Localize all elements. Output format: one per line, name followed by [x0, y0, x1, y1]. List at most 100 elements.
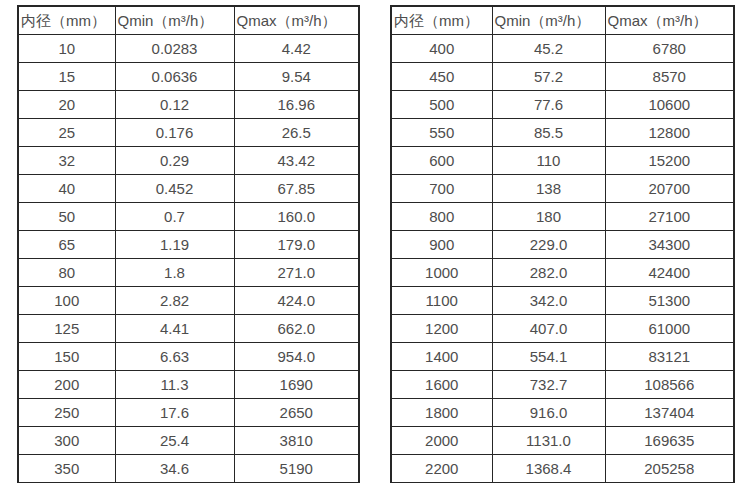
table-cell: 400: [391, 35, 492, 63]
column-header: 内径（mm）: [18, 6, 115, 35]
table-cell: 282.0: [492, 259, 605, 287]
table-row: 25017.62650: [18, 399, 359, 427]
table-cell: 108566: [605, 371, 734, 399]
table-cell: 160.0: [234, 203, 359, 231]
table-cell: 169635: [605, 427, 734, 455]
table-row: 500.7160.0: [18, 203, 359, 231]
table-cell: 342.0: [492, 287, 605, 315]
table-cell: 900: [391, 231, 492, 259]
table-cell: 2.82: [115, 287, 234, 315]
table-cell: 407.0: [492, 315, 605, 343]
table-cell: 1131.0: [492, 427, 605, 455]
column-header: Qmax（m³/h）: [234, 6, 359, 35]
table-cell: 1.19: [115, 231, 234, 259]
table-cell: 42400: [605, 259, 734, 287]
table-row: 100.02834.42: [18, 35, 359, 63]
table-row: 651.19179.0: [18, 231, 359, 259]
table-cell: 100: [18, 287, 115, 315]
table-cell: 350: [18, 455, 115, 483]
table-cell: 1100: [391, 287, 492, 315]
table-cell: 20700: [605, 175, 734, 203]
table-row: 1002.82424.0: [18, 287, 359, 315]
table-cell: 6.63: [115, 343, 234, 371]
table-row: 80018027100: [391, 203, 734, 231]
table-cell: 125: [18, 315, 115, 343]
table-cell: 3810: [234, 427, 359, 455]
table-cell: 1800: [391, 399, 492, 427]
table-cell: 600: [391, 147, 492, 175]
table-cell: 20: [18, 91, 115, 119]
table-cell: 916.0: [492, 399, 605, 427]
table-cell: 550: [391, 119, 492, 147]
flow-spec-table-small-diameters: 内径（mm）Qmin（m³/h）Qmax（m³/h） 100.02834.421…: [17, 5, 360, 483]
header-row: 内径（mm）Qmin（m³/h）Qmax（m³/h）: [18, 6, 359, 35]
table-cell: 45.2: [492, 35, 605, 63]
table-cell: 137404: [605, 399, 734, 427]
table-row: 1400554.183121: [391, 343, 734, 371]
table-cell: 50: [18, 203, 115, 231]
table-cell: 229.0: [492, 231, 605, 259]
table-cell: 32: [18, 147, 115, 175]
table-cell: 732.7: [492, 371, 605, 399]
table-cell: 0.29: [115, 147, 234, 175]
column-header: Qmin（m³/h）: [492, 6, 605, 35]
table-cell: 2650: [234, 399, 359, 427]
table-row: 50077.610600: [391, 91, 734, 119]
table-row: 200.1216.96: [18, 91, 359, 119]
table-row: 20001131.0169635: [391, 427, 734, 455]
table-row: 1506.63954.0: [18, 343, 359, 371]
table-cell: 1600: [391, 371, 492, 399]
table-row: 900229.034300: [391, 231, 734, 259]
table-row: 1600732.7108566: [391, 371, 734, 399]
table-cell: 450: [391, 63, 492, 91]
table-cell: 250: [18, 399, 115, 427]
table-cell: 65: [18, 231, 115, 259]
table-cell: 27100: [605, 203, 734, 231]
table-cell: 34300: [605, 231, 734, 259]
table-cell: 1368.4: [492, 455, 605, 483]
table-cell: 11.3: [115, 371, 234, 399]
table-cell: 15: [18, 63, 115, 91]
table-cell: 0.176: [115, 119, 234, 147]
table-cell: 0.7: [115, 203, 234, 231]
table-cell: 800: [391, 203, 492, 231]
table-cell: 10: [18, 35, 115, 63]
table-cell: 15200: [605, 147, 734, 175]
table-cell: 1.8: [115, 259, 234, 287]
table-cell: 80: [18, 259, 115, 287]
table-cell: 2000: [391, 427, 492, 455]
table-row: 35034.65190: [18, 455, 359, 483]
table-cell: 85.5: [492, 119, 605, 147]
table-cell: 110: [492, 147, 605, 175]
table-row: 70013820700: [391, 175, 734, 203]
table-cell: 12800: [605, 119, 734, 147]
table-cell: 16.96: [234, 91, 359, 119]
table-cell: 954.0: [234, 343, 359, 371]
table-cell: 2200: [391, 455, 492, 483]
table-cell: 424.0: [234, 287, 359, 315]
table-cell: 83121: [605, 343, 734, 371]
flow-spec-table-large-diameters: 内径（mm）Qmin（m³/h）Qmax（m³/h） 40045.2678045…: [390, 5, 735, 483]
table-cell: 5190: [234, 455, 359, 483]
table-cell: 17.6: [115, 399, 234, 427]
table-row: 30025.43810: [18, 427, 359, 455]
table-cell: 26.5: [234, 119, 359, 147]
column-header: Qmax（m³/h）: [605, 6, 734, 35]
table-cell: 700: [391, 175, 492, 203]
table-cell: 4.42: [234, 35, 359, 63]
table-cell: 61000: [605, 315, 734, 343]
table-cell: 0.0636: [115, 63, 234, 91]
table-cell: 500: [391, 91, 492, 119]
table-cell: 40: [18, 175, 115, 203]
table-cell: 1200: [391, 315, 492, 343]
table-cell: 67.85: [234, 175, 359, 203]
table-row: 55085.512800: [391, 119, 734, 147]
column-header: Qmin（m³/h）: [115, 6, 234, 35]
column-header: 内径（mm）: [391, 6, 492, 35]
table-row: 45057.28570: [391, 63, 734, 91]
table-cell: 1690: [234, 371, 359, 399]
table-row: 400.45267.85: [18, 175, 359, 203]
table-row: 20011.31690: [18, 371, 359, 399]
table-cell: 0.452: [115, 175, 234, 203]
table-row: 1200407.061000: [391, 315, 734, 343]
